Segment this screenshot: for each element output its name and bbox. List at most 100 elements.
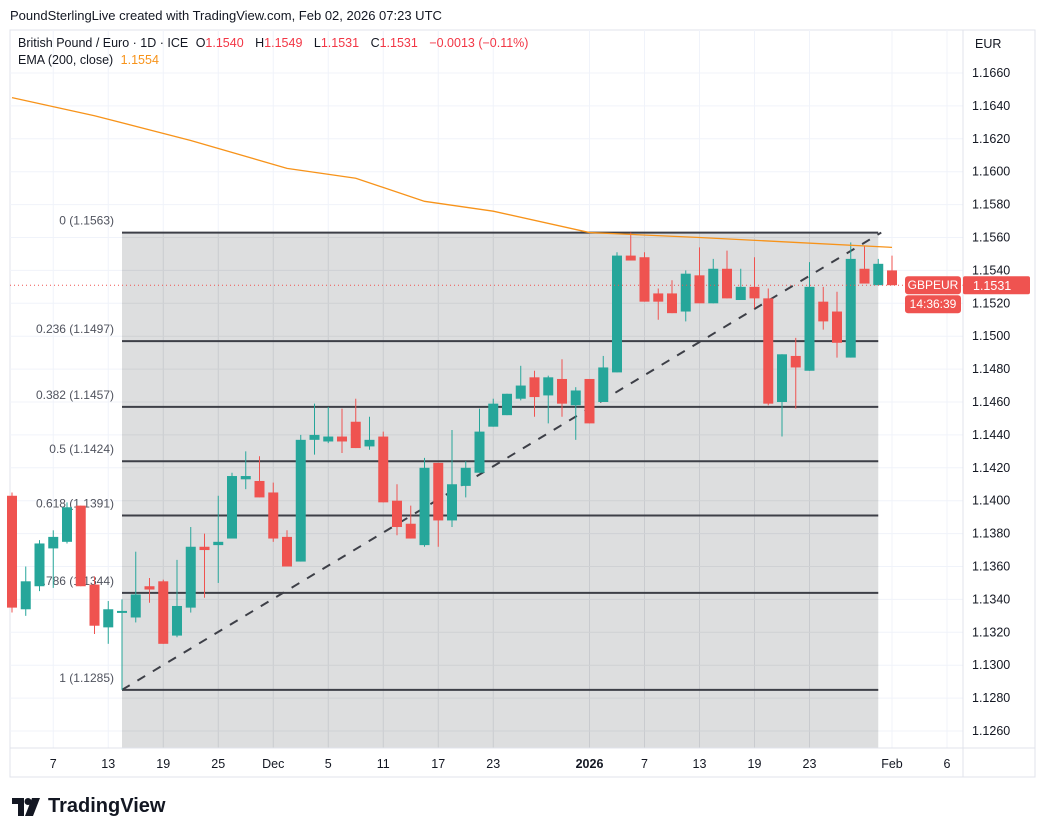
tradingview-logo[interactable]: TradingView xyxy=(12,795,165,818)
candle-body xyxy=(227,476,237,539)
candle-body xyxy=(763,298,774,404)
candle xyxy=(639,252,650,302)
time-tick-label: 25 xyxy=(211,757,225,771)
candle-body xyxy=(873,263,884,286)
price-tick-label: 1.1400 xyxy=(972,494,1010,508)
candle-body xyxy=(75,505,86,587)
price-tick-label: 1.1520 xyxy=(972,296,1010,310)
candle-body xyxy=(818,301,829,322)
legend-symbol[interactable]: British Pound / Euro · 1D · ICE xyxy=(18,36,189,50)
candle xyxy=(460,461,471,498)
candle xyxy=(199,533,210,598)
candle xyxy=(570,387,581,440)
candle xyxy=(612,252,622,373)
candle xyxy=(419,457,430,547)
close-value: 1.1531 xyxy=(379,36,418,50)
candle-body xyxy=(777,354,787,402)
candle-body xyxy=(20,581,31,610)
candle-body xyxy=(543,377,554,396)
candle-body xyxy=(790,355,801,368)
candle xyxy=(172,559,182,638)
candle xyxy=(323,406,334,444)
candle xyxy=(117,599,127,690)
price-tick-label: 1.1320 xyxy=(972,625,1010,639)
candle xyxy=(282,530,292,567)
candle-body xyxy=(213,541,224,546)
high-label: H xyxy=(255,36,265,50)
candle-body xyxy=(612,255,622,373)
candle-body xyxy=(103,609,114,628)
candle-body xyxy=(653,293,664,302)
candle xyxy=(790,337,801,409)
candle xyxy=(832,291,842,358)
candle-body xyxy=(859,268,870,284)
time-tick-label: 2026 xyxy=(576,757,604,771)
candle xyxy=(584,378,595,424)
candle xyxy=(667,280,677,314)
time-tick-label: 13 xyxy=(101,757,115,771)
candle-body xyxy=(172,605,182,636)
candle-body xyxy=(405,523,416,539)
price-tick-label: 1.1460 xyxy=(972,395,1010,409)
candle xyxy=(625,232,636,261)
bar-countdown: 14:36:39 xyxy=(910,297,957,311)
price-tick-label: 1.1300 xyxy=(972,658,1010,672)
open-label: O xyxy=(195,36,206,50)
low-value: 1.1531 xyxy=(320,36,360,50)
candle xyxy=(680,270,691,322)
price-tick-label: 1.1580 xyxy=(972,198,1010,212)
candle xyxy=(873,258,884,286)
fib-level-label: 0.5 (1.1424) xyxy=(49,442,114,456)
fib-level-label: 0.618 (1.1391) xyxy=(36,497,114,511)
price-tick-label: 1.1500 xyxy=(972,329,1010,343)
candle xyxy=(474,408,485,473)
close-label: C xyxy=(370,36,380,50)
candle-body xyxy=(7,495,17,608)
price-tick-label: 1.1440 xyxy=(972,428,1010,442)
candle xyxy=(309,403,320,455)
candle-body xyxy=(667,293,677,314)
tradingview-logo-icon xyxy=(12,797,40,816)
high-value: 1.1549 xyxy=(264,36,303,50)
time-tick-label: 23 xyxy=(486,757,500,771)
candle-body xyxy=(708,268,719,304)
time-tick-label: 6 xyxy=(944,757,951,771)
price-tick-label: 1.1600 xyxy=(972,165,1010,179)
fib-level-label: 0.382 (1.1457) xyxy=(36,388,114,402)
candle xyxy=(735,268,746,301)
candle xyxy=(433,462,444,547)
price-tick-label: 1.1340 xyxy=(972,592,1010,606)
candle xyxy=(89,576,100,634)
candle-body xyxy=(282,536,292,567)
candle xyxy=(557,359,567,417)
candle-body xyxy=(117,610,127,613)
candle xyxy=(859,245,870,284)
candle-body xyxy=(887,270,897,286)
candle-body xyxy=(832,311,842,343)
candle xyxy=(350,398,361,449)
credit-text: PoundSterlingLive created with TradingVi… xyxy=(10,8,442,23)
candle xyxy=(75,505,86,587)
candle xyxy=(227,472,237,539)
candle-body xyxy=(735,286,746,301)
candle xyxy=(158,579,169,644)
time-tick-label: 23 xyxy=(803,757,817,771)
candle xyxy=(543,375,554,424)
candle-body xyxy=(584,378,595,424)
candle xyxy=(34,540,45,592)
last-price-value: 1.1531 xyxy=(973,279,1011,293)
candle xyxy=(722,250,732,299)
candle xyxy=(598,355,609,402)
candle xyxy=(295,434,306,562)
candle-body xyxy=(845,258,856,358)
candle-body xyxy=(378,436,389,503)
candle xyxy=(62,502,72,544)
ema-label[interactable]: EMA (200, close) xyxy=(18,53,114,67)
time-tick-label: 7 xyxy=(50,757,57,771)
time-tick-label: 13 xyxy=(693,757,707,771)
candle xyxy=(268,482,279,542)
candle-body xyxy=(557,378,567,404)
candle-body xyxy=(130,594,141,618)
